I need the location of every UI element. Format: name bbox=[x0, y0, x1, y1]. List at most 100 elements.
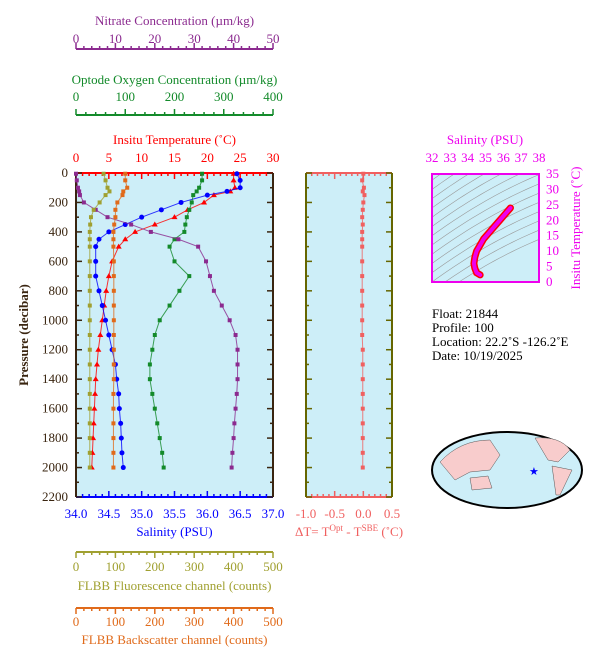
float-location-star-icon: ★ bbox=[529, 466, 539, 478]
fluorescence-point bbox=[87, 391, 92, 396]
pressure-tick-label: 1600 bbox=[42, 401, 68, 416]
fluorescence-tick-label: 300 bbox=[184, 559, 204, 574]
delta-point bbox=[360, 377, 365, 382]
fluorescence-point bbox=[87, 318, 92, 323]
nitrate-tick-label: 40 bbox=[227, 31, 240, 46]
nitrate-point bbox=[211, 288, 216, 293]
pressure-axis-title: Pressure (decibar) bbox=[16, 284, 31, 386]
pressure-tick-label: 1200 bbox=[42, 342, 68, 357]
nitrate-point bbox=[235, 347, 240, 352]
fluorescence-point bbox=[87, 244, 92, 249]
backscatter-point bbox=[111, 318, 116, 323]
pressure-tick-label: 2000 bbox=[42, 460, 68, 475]
delta-point bbox=[360, 229, 365, 234]
ts-isopycnal bbox=[432, 220, 539, 282]
delta-point bbox=[361, 200, 366, 205]
ts-isopycnal bbox=[432, 174, 485, 209]
info-float: Float: 21844 bbox=[432, 306, 499, 321]
oxygen-point bbox=[147, 362, 152, 367]
fluorescence-point bbox=[87, 347, 92, 352]
ts-x-tick-label: 34 bbox=[461, 150, 475, 165]
backscatter-tick-label: 500 bbox=[263, 614, 283, 629]
fluorescence-point bbox=[87, 229, 92, 234]
ts-frame bbox=[431, 173, 540, 283]
nitrate-point bbox=[233, 333, 238, 337]
temperature-tick-label: 30 bbox=[267, 150, 280, 165]
ts-x-tick-label: 36 bbox=[497, 150, 511, 165]
nitrate-point bbox=[81, 200, 86, 205]
nitrate-point bbox=[148, 229, 153, 234]
oxygen-point bbox=[172, 237, 177, 242]
temperature-point bbox=[92, 376, 99, 382]
delta-point bbox=[360, 207, 365, 212]
nitrate-point bbox=[232, 421, 237, 426]
delta-title-part: ΔT= T bbox=[295, 524, 330, 539]
delta-tick-label: -0.5 bbox=[324, 506, 345, 521]
temperature-point bbox=[210, 192, 217, 198]
backscatter-point bbox=[115, 200, 120, 205]
salinity-point bbox=[103, 317, 109, 323]
fluorescence-point bbox=[87, 333, 92, 337]
temperature-point bbox=[201, 199, 208, 205]
ts-y-axis-title: Insitu Temperature (˚C) bbox=[568, 166, 583, 289]
delta-point bbox=[360, 318, 365, 323]
delta-title-part: Opt bbox=[330, 523, 344, 533]
fluorescence-point bbox=[91, 207, 96, 212]
fluorescence-tick-label: 0 bbox=[73, 559, 80, 574]
temperature-point bbox=[151, 221, 158, 227]
fluorescence-point bbox=[103, 193, 108, 198]
ts-isopycnal bbox=[432, 202, 539, 264]
nitrate-axis-title: Nitrate Concentration (µm/kg) bbox=[95, 13, 254, 28]
oxygen-point bbox=[187, 274, 192, 279]
salinity-point bbox=[99, 303, 105, 309]
salinity-point bbox=[234, 171, 240, 177]
ts-y-tick-label: 25 bbox=[546, 197, 559, 212]
pressure-tick-label: 1400 bbox=[42, 371, 68, 386]
salinity-axis-title: Salinity (PSU) bbox=[136, 524, 212, 539]
oxygen-point bbox=[167, 303, 172, 308]
fluorescence-point bbox=[87, 450, 92, 455]
ts-y-tick-label: 20 bbox=[546, 212, 559, 227]
delta-point bbox=[360, 465, 365, 470]
salinity-point bbox=[116, 406, 122, 412]
pressure-tick-label: 2200 bbox=[42, 489, 68, 504]
delta-point bbox=[360, 222, 365, 227]
pressure-tick-label: 0 bbox=[62, 165, 69, 180]
salinity-point bbox=[96, 288, 102, 294]
salinity-tick-label: 34.5 bbox=[97, 506, 120, 521]
nitrate-point bbox=[74, 171, 78, 176]
nitrate-tick-label: 10 bbox=[109, 31, 122, 46]
delta-point bbox=[360, 436, 365, 441]
delta-point bbox=[360, 303, 365, 308]
salinity-tick-label: 34.0 bbox=[65, 506, 88, 521]
backscatter-point bbox=[111, 362, 116, 367]
backscatter-point bbox=[111, 406, 116, 411]
oxygen-axis-title: Optode Oxygen Concentration (µm/kg) bbox=[72, 72, 278, 87]
nitrate-tick-label: 50 bbox=[267, 31, 280, 46]
nitrate-point bbox=[229, 465, 234, 470]
ts-isopycnal bbox=[432, 174, 502, 218]
fluorescence-point bbox=[103, 178, 108, 183]
info-profile: Profile: 100 bbox=[432, 320, 494, 335]
oxygen-point bbox=[152, 333, 157, 337]
oxygen-tick-label: 0 bbox=[73, 89, 80, 104]
pressure-tick-label: 1800 bbox=[42, 430, 68, 445]
temperature-point bbox=[92, 390, 99, 396]
fluorescence-tick-label: 200 bbox=[145, 559, 165, 574]
backscatter-axis-title: FLBB Backscatter channel (counts) bbox=[82, 632, 268, 647]
fluorescence-tick-label: 100 bbox=[106, 559, 126, 574]
oxygen-point bbox=[191, 193, 196, 198]
oxygen-point bbox=[200, 171, 205, 176]
delta-point bbox=[360, 259, 365, 264]
oxygen-point bbox=[183, 222, 188, 227]
salinity-point bbox=[118, 435, 124, 441]
fluorescence-point bbox=[87, 436, 92, 441]
salinity-point bbox=[139, 214, 145, 220]
backscatter-point bbox=[113, 207, 118, 212]
fluorescence-point bbox=[87, 377, 92, 382]
backscatter-point bbox=[111, 450, 116, 455]
fluorescence-point bbox=[87, 274, 92, 279]
salinity-tick-label: 35.5 bbox=[163, 506, 186, 521]
backscatter-point bbox=[121, 189, 126, 194]
fluorescence-point bbox=[101, 171, 106, 176]
